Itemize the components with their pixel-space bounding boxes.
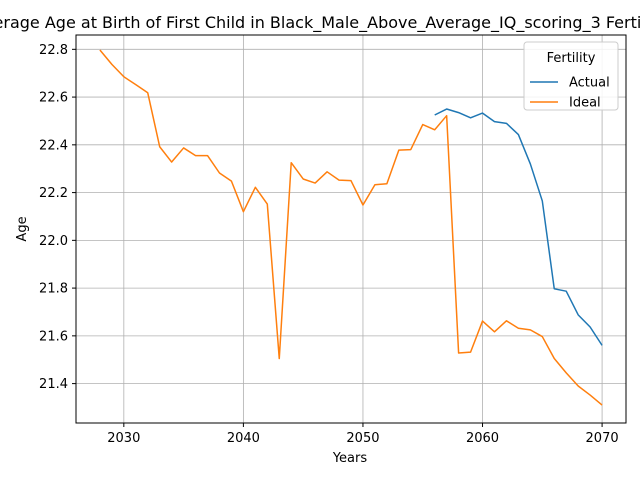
y-tick-label: 22.6 [39,91,68,106]
x-axis-ticks: 2030 2040 2050 2060 2070 [107,423,619,446]
y-tick-label: 22.2 [39,186,68,201]
series-layer [99,49,603,406]
legend-entries: Actual Ideal [530,76,610,111]
x-tick-label: 2070 [586,431,619,446]
series-line-ideal [99,49,603,406]
legend: Fertility Actual Ideal [523,41,619,111]
y-tick-label: 22.0 [39,234,68,249]
x-tick-label: 2030 [107,431,140,446]
y-tick-label: 21.6 [39,329,68,344]
legend-label-ideal: Ideal [569,96,601,111]
legend-title: Fertility [547,51,596,66]
plot-frame [75,34,627,424]
legend-label-actual: Actual [569,76,610,91]
x-tick-label: 2040 [227,431,260,446]
x-tick-label: 2050 [346,431,379,446]
chart-title: Average Age at Birth of First Child in B… [0,13,640,33]
x-axis-label: Years [332,451,368,466]
y-axis-ticks: 21.4 21.6 21.8 22.0 22.2 22.4 22.6 22.8 [39,43,76,392]
y-tick-label: 22.8 [39,43,68,58]
y-tick-label: 22.4 [39,138,68,153]
series-line-actual [434,108,603,346]
x-tick-label: 2060 [466,431,499,446]
y-axis-label: Age [15,216,30,241]
legend-box [523,41,619,111]
y-tick-label: 21.4 [39,377,68,392]
y-tick-label: 21.8 [39,282,68,297]
